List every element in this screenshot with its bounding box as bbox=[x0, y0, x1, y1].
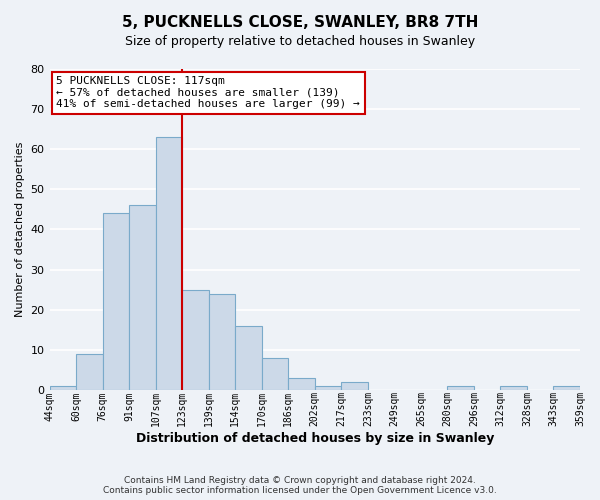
Bar bbox=[553, 386, 580, 390]
Bar bbox=[129, 206, 155, 390]
Bar bbox=[500, 386, 527, 390]
Bar bbox=[341, 382, 368, 390]
Bar bbox=[288, 378, 315, 390]
Bar bbox=[50, 386, 76, 390]
Text: Contains HM Land Registry data © Crown copyright and database right 2024.
Contai: Contains HM Land Registry data © Crown c… bbox=[103, 476, 497, 495]
Bar bbox=[76, 354, 103, 390]
Bar bbox=[448, 386, 474, 390]
Bar bbox=[182, 290, 209, 390]
Text: Size of property relative to detached houses in Swanley: Size of property relative to detached ho… bbox=[125, 35, 475, 48]
Bar bbox=[262, 358, 288, 390]
Text: 5 PUCKNELLS CLOSE: 117sqm
← 57% of detached houses are smaller (139)
41% of semi: 5 PUCKNELLS CLOSE: 117sqm ← 57% of detac… bbox=[56, 76, 360, 109]
Bar bbox=[155, 137, 182, 390]
X-axis label: Distribution of detached houses by size in Swanley: Distribution of detached houses by size … bbox=[136, 432, 494, 445]
Text: 5, PUCKNELLS CLOSE, SWANLEY, BR8 7TH: 5, PUCKNELLS CLOSE, SWANLEY, BR8 7TH bbox=[122, 15, 478, 30]
Bar bbox=[209, 294, 235, 390]
Bar bbox=[315, 386, 341, 390]
Y-axis label: Number of detached properties: Number of detached properties bbox=[15, 142, 25, 317]
Bar bbox=[103, 214, 129, 390]
Bar bbox=[235, 326, 262, 390]
